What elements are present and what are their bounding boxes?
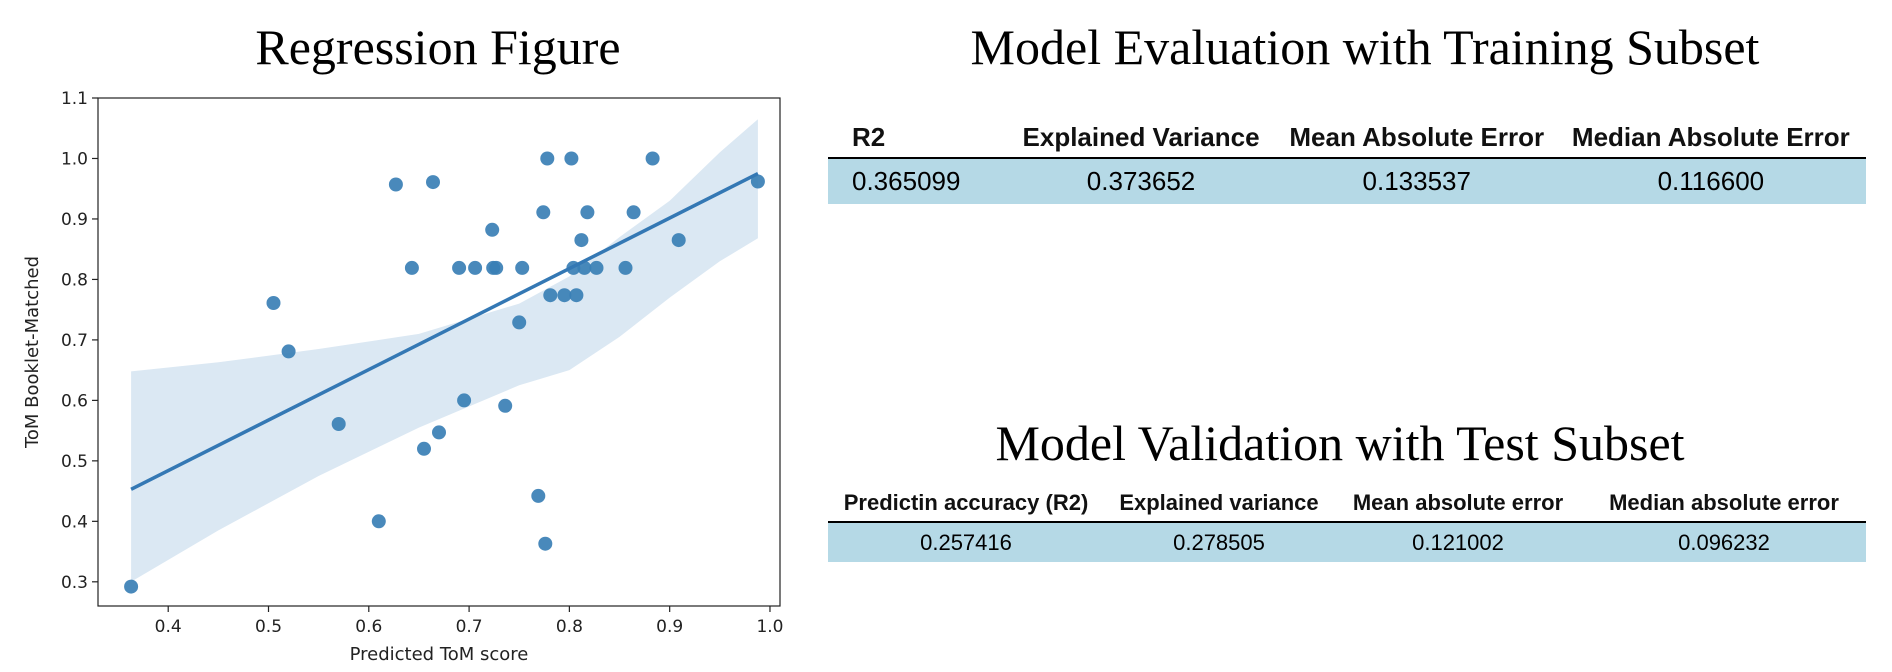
y-tick-label: 1.1: [61, 89, 88, 109]
test-explained-variance-value: 0.278505: [1173, 529, 1265, 555]
data-point-10: [432, 425, 446, 440]
test-value-row: 0.257416 0.278505 0.121002 0.096232: [828, 522, 1866, 562]
test-accuracy-value: 0.257416: [920, 529, 1012, 555]
data-point-34: [626, 205, 641, 220]
x-tick-label: 0.9: [656, 617, 683, 637]
data-point-24: [543, 288, 558, 303]
y-tick-label: 0.7: [61, 331, 88, 351]
data-point-3: [281, 344, 296, 359]
data-point-6: [388, 177, 403, 192]
data-point-13: [468, 260, 483, 275]
y-tick-label: 0.9: [61, 210, 88, 230]
training-median-absolute-error-value: 0.116600: [1657, 166, 1765, 196]
data-point-19: [515, 260, 530, 275]
y-tick-label: 0.5: [61, 452, 88, 472]
confidence-band: [131, 119, 758, 582]
test-mean-absolute-error-value: 0.121002: [1412, 529, 1504, 555]
test-header-accuracy: Predictin accuracy (R2): [843, 489, 1089, 515]
training-header-r2: R2: [852, 122, 886, 152]
data-point-22: [538, 536, 553, 551]
data-point-11: [452, 260, 467, 275]
x-tick-label: 0.6: [355, 617, 382, 637]
data-point-2: [266, 296, 281, 310]
data-point-31: [580, 205, 595, 220]
data-point-9: [426, 175, 440, 190]
data-point-5: [371, 514, 386, 529]
test-header-median-absolute-error: Median absolute error: [1609, 489, 1839, 515]
x-tick-label: 1.0: [756, 617, 783, 637]
data-point-1: [124, 579, 139, 594]
test-header-explained-variance: Explained variance: [1119, 489, 1319, 515]
y-axis-label: ToM Booklet-Matched: [22, 256, 43, 449]
training-header-explained-variance: Explained Variance: [1022, 122, 1260, 152]
data-point-29: [574, 233, 589, 248]
data-point-20: [531, 488, 546, 503]
training-metrics-table: R2 Explained Variance Mean Absolute Erro…: [828, 118, 1866, 204]
y-axis-ticks: 0.3 0.4 0.5 0.6 0.7 0.8 0.9 1.0 1.1: [61, 89, 98, 593]
y-tick-label: 1.0: [61, 149, 88, 169]
x-axis-label: Predicted ToM score: [350, 644, 529, 665]
data-point-35: [645, 151, 660, 166]
test-header-row: Predictin accuracy (R2) Explained varian…: [828, 484, 1866, 522]
y-tick-label: 0.4: [61, 512, 88, 532]
data-point-36: [671, 233, 686, 248]
test-metrics-table: Predictin accuracy (R2) Explained varian…: [828, 484, 1866, 562]
data-point-7: [404, 260, 419, 275]
data-point-18: [512, 315, 527, 330]
test-header-mean-absolute-error: Mean absolute error: [1352, 489, 1564, 515]
training-header-row: R2 Explained Variance Mean Absolute Erro…: [828, 118, 1866, 158]
training-mean-absolute-error-value: 0.133537: [1362, 166, 1471, 196]
data-point-33: [618, 260, 633, 275]
data-point-26: [564, 151, 579, 166]
data-point-28: [569, 288, 584, 303]
data-point-17: [498, 398, 513, 413]
test-median-absolute-error-value: 0.096232: [1678, 529, 1770, 555]
data-point-16: [489, 260, 504, 275]
data-point-8: [417, 441, 431, 456]
data-point-37: [750, 174, 765, 189]
regression-title: Regression Figure: [255, 19, 621, 75]
data-point-14: [485, 222, 500, 237]
scatter-points: [124, 151, 765, 594]
y-tick-label: 0.8: [61, 270, 88, 290]
data-point-4: [331, 417, 346, 431]
data-point-23: [540, 151, 555, 166]
training-value-row: 0.365099 0.373652 0.133537 0.116600: [828, 158, 1866, 204]
data-point-32: [589, 260, 604, 275]
training-title: Model Evaluation with Training Subset: [970, 19, 1760, 75]
test-title: Model Validation with Test Subset: [995, 415, 1685, 471]
x-tick-label: 0.4: [155, 617, 182, 637]
plot-frame: [97, 97, 781, 607]
x-axis-ticks: 0.4 0.5 0.6 0.7 0.8 0.9 1.0: [155, 606, 783, 637]
data-point-25: [557, 288, 572, 303]
x-tick-label: 0.7: [456, 617, 483, 637]
regression-line: [130, 172, 759, 491]
x-tick-label: 0.8: [556, 617, 583, 637]
data-point-21: [536, 205, 551, 220]
y-tick-label: 0.3: [61, 573, 88, 593]
training-explained-variance-value: 0.373652: [1086, 166, 1196, 196]
training-header-mean-absolute-error: Mean Absolute Error: [1289, 122, 1545, 152]
training-r2-value: 0.365099: [852, 166, 961, 196]
data-point-12: [457, 393, 472, 408]
y-tick-label: 0.6: [61, 391, 88, 411]
training-header-median-absolute-error: Median Absolute Error: [1571, 122, 1850, 152]
x-tick-label: 0.5: [255, 617, 282, 637]
